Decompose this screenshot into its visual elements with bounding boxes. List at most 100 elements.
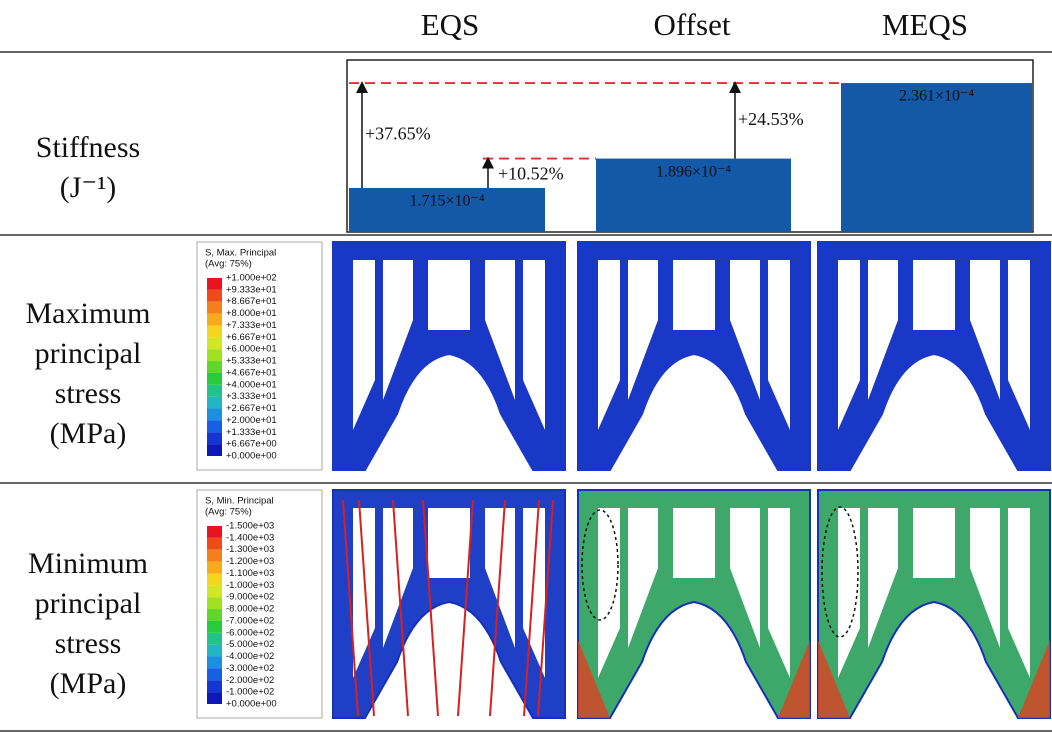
highlight-ellipse [821,506,859,638]
fe-hole [913,508,955,578]
legend-swatch [207,325,222,338]
increase-label: +10.52% [498,163,564,183]
legend-swatch [207,349,222,362]
stiffness-bar [596,158,791,232]
legend-title: S, Min. Principal [205,496,274,507]
legend-swatch [207,396,222,409]
row-label: principal [35,337,142,370]
row-label: Maximum [26,297,151,330]
legend-swatch [207,432,222,445]
fe-hole [768,508,790,678]
legend-swatch [207,561,222,574]
row-label: Minimum [28,547,148,580]
legend-swatch [207,537,222,550]
legend-swatch [207,444,222,456]
legend-swatch [207,632,222,645]
fe-hole [970,260,1000,400]
legend-swatch [207,597,222,610]
bar-value-label: 1.715×10⁻⁴ [409,193,484,210]
fe-hole [598,260,620,430]
legend-swatch [207,526,222,538]
legend-label: +9.333e+01 [226,284,277,295]
fe-hole [598,508,620,678]
stress-stripe [537,499,554,717]
fe-hole [868,260,898,400]
legend-swatch [207,692,222,704]
fe-hole [970,508,1000,648]
column-header: MEQS [882,7,968,42]
stress-stripe [523,499,540,717]
fe-hole [1008,260,1030,430]
stiffness-bar [349,187,545,232]
legend-label: -1.100e+03 [226,568,274,579]
fe-hole [383,260,413,400]
fe-result-image [817,241,1051,471]
fe-hole [428,260,470,330]
legend-label: -2.000e+02 [226,675,274,686]
legend-swatch [207,620,222,633]
legend-label: +0.000e+00 [226,699,277,710]
stress-stripe [457,499,474,717]
row-label: (MPa) [50,667,127,700]
row-label: principal [35,587,142,620]
fe-result-image [817,489,1051,719]
legend-label: -1.200e+03 [226,556,274,567]
fe-hole [428,508,470,578]
legend-swatch [207,313,222,326]
legend-swatch [207,301,222,314]
fe-hole [730,260,760,400]
fe-result-image [577,489,811,719]
fe-hole [628,508,658,648]
legend-label: -4.000e+02 [226,651,274,662]
bar-value-label: 2.361×10⁻⁴ [899,88,974,105]
stress-stripe [342,499,359,717]
fe-hole [1008,508,1030,678]
fe-hole [523,260,545,430]
legend-label: +2.667e+01 [226,403,277,414]
legend-swatch [207,585,222,598]
fe-hole [673,508,715,578]
legend-swatch [207,680,222,693]
legend-label: +8.667e+01 [226,296,277,307]
fe-hole [485,260,515,400]
fe-hole [768,260,790,430]
fe-hole [730,508,760,648]
increase-label: +24.53% [738,109,804,129]
legend-swatch [207,278,222,290]
row-label: Stiffness [36,131,140,164]
legend-label: +2.000e+01 [226,415,277,426]
fe-hole [868,508,898,648]
legend-swatch [207,420,222,433]
legend-swatch [207,372,222,385]
highlight-ellipse [581,509,619,621]
legend-label: -8.000e+02 [226,604,274,615]
legend-label: +3.333e+01 [226,391,277,402]
legend-swatch [207,289,222,302]
legend-label: +1.333e+01 [226,427,277,438]
legend-label: -1.000e+02 [226,687,274,698]
legend-swatch [207,384,222,397]
row-label: (MPa) [50,417,127,450]
legend-label: -5.000e+02 [226,639,274,650]
row-label: stress [55,627,122,660]
legend-label: +4.000e+01 [226,379,277,390]
legend-swatch [207,408,222,421]
legend-label: -1.400e+03 [226,532,274,543]
legend-swatch [207,549,222,562]
legend-swatch [207,609,222,621]
legend-label: -1.500e+03 [226,521,274,532]
legend-swatch [207,573,222,586]
legend-label: +5.333e+01 [226,356,277,367]
stress-stripe [392,499,409,717]
legend-label: -9.000e+02 [226,592,274,603]
column-header: Offset [654,7,731,42]
legend-swatch [207,361,222,373]
legend-label: +0.000e+00 [226,451,277,462]
stress-stripe [489,499,506,717]
legend-title: (Avg: 75%) [205,507,252,518]
stress-stripe [358,499,375,717]
stress-band [818,640,1050,718]
legend-title: S, Max. Principal [205,248,276,259]
column-header: EQS [421,7,480,42]
